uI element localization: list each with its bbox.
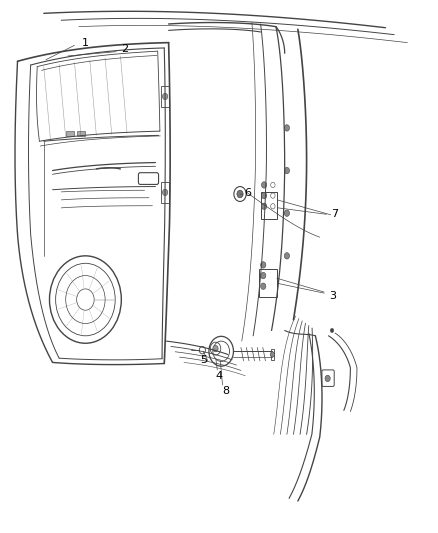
Circle shape (162, 189, 168, 196)
Bar (66, 131, 74, 136)
Bar (261, 192, 277, 219)
Circle shape (284, 253, 290, 259)
Circle shape (284, 210, 290, 216)
Bar (77, 131, 85, 136)
Circle shape (261, 283, 266, 289)
Circle shape (261, 272, 266, 279)
Text: 8: 8 (222, 386, 229, 395)
Text: 5: 5 (200, 355, 207, 365)
Circle shape (270, 352, 275, 357)
Circle shape (284, 167, 290, 174)
Circle shape (325, 375, 330, 382)
Circle shape (261, 203, 267, 209)
Circle shape (261, 192, 267, 199)
Bar (259, 269, 277, 297)
Text: 7: 7 (332, 209, 339, 219)
Bar (161, 86, 169, 107)
Text: 1: 1 (82, 38, 89, 47)
Circle shape (213, 345, 218, 352)
Circle shape (261, 182, 267, 188)
Text: 3: 3 (329, 291, 336, 301)
Text: 2: 2 (121, 44, 128, 54)
Text: 6: 6 (244, 188, 251, 198)
Text: 4: 4 (215, 371, 223, 381)
Bar (271, 349, 274, 360)
Circle shape (237, 190, 243, 198)
Circle shape (162, 93, 168, 100)
Circle shape (284, 125, 290, 131)
Circle shape (261, 262, 266, 268)
Circle shape (330, 328, 334, 333)
Bar (161, 182, 169, 203)
